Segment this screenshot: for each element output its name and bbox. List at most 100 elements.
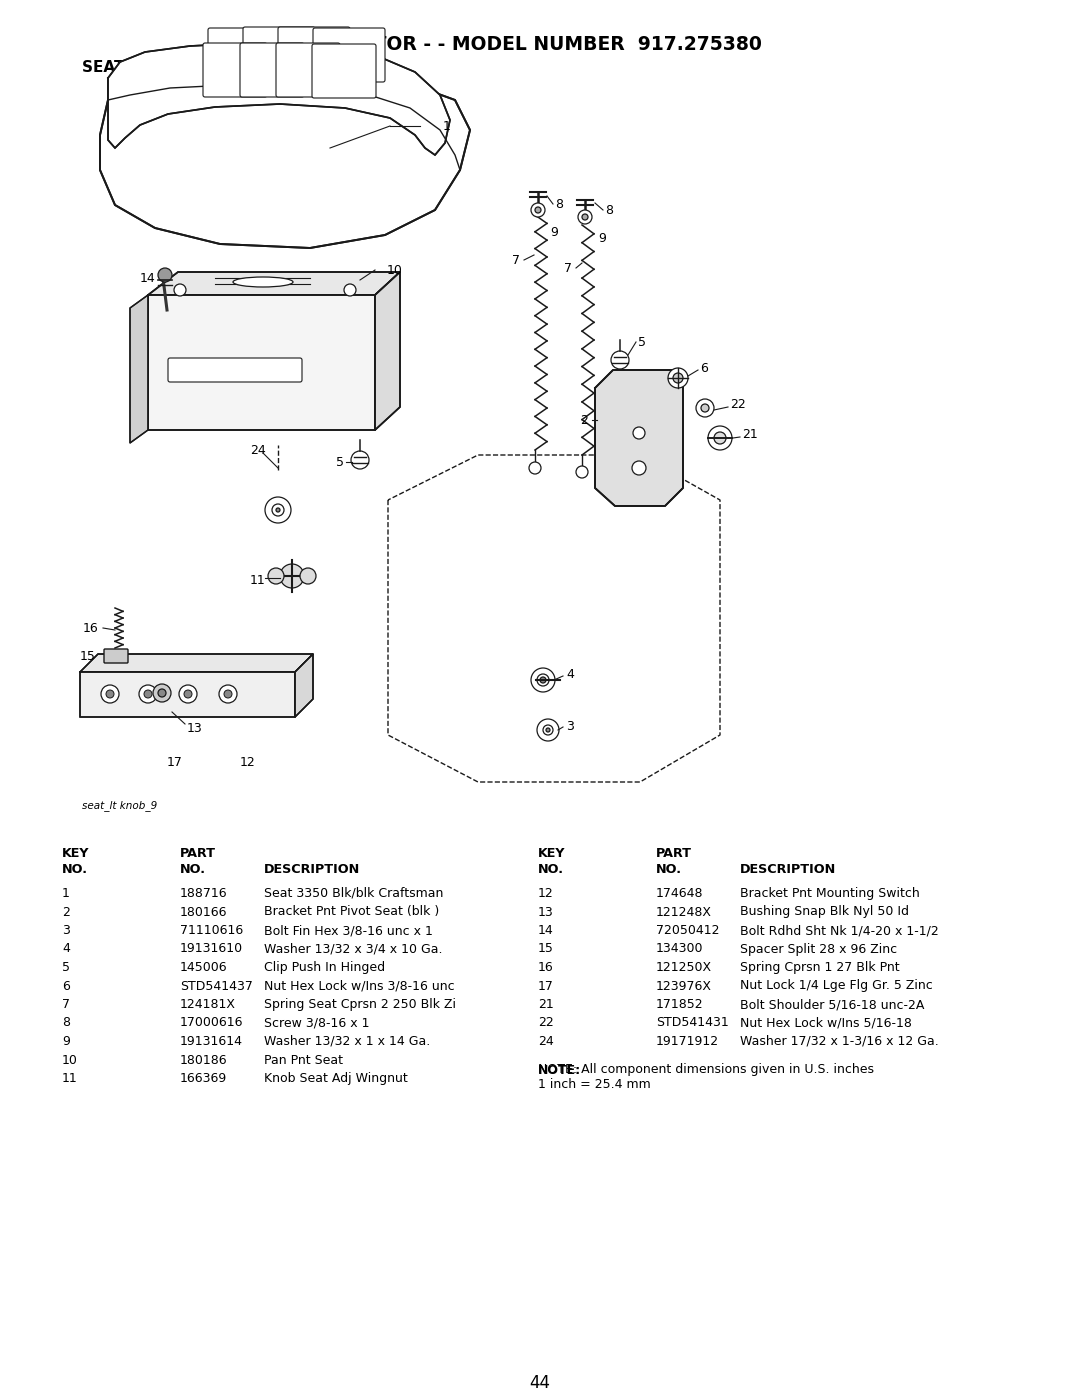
Text: Knob Seat Adj Wingnut: Knob Seat Adj Wingnut bbox=[264, 1071, 408, 1085]
Text: DESCRIPTION: DESCRIPTION bbox=[264, 863, 361, 876]
Circle shape bbox=[673, 373, 683, 383]
Text: 6: 6 bbox=[62, 979, 70, 992]
Text: 17000616: 17000616 bbox=[180, 1017, 243, 1030]
Circle shape bbox=[174, 284, 186, 296]
FancyBboxPatch shape bbox=[208, 28, 280, 82]
Ellipse shape bbox=[233, 277, 293, 286]
Text: Bolt Shoulder 5/16-18 unc-2A: Bolt Shoulder 5/16-18 unc-2A bbox=[740, 997, 924, 1011]
Text: Nut Hex Lock w/Ins 5/16-18: Nut Hex Lock w/Ins 5/16-18 bbox=[740, 1017, 912, 1030]
Text: seat_lt knob_9: seat_lt knob_9 bbox=[82, 800, 158, 810]
Circle shape bbox=[153, 685, 171, 703]
Text: 72050412: 72050412 bbox=[656, 923, 719, 937]
Text: PART: PART bbox=[656, 847, 692, 861]
Circle shape bbox=[632, 461, 646, 475]
Text: NO.: NO. bbox=[62, 863, 87, 876]
Text: 11: 11 bbox=[251, 574, 266, 587]
Text: 5: 5 bbox=[638, 335, 646, 348]
Text: KEY: KEY bbox=[538, 847, 566, 861]
Text: Spring Seat Cprsn 2 250 Blk Zi: Spring Seat Cprsn 2 250 Blk Zi bbox=[264, 997, 456, 1011]
Circle shape bbox=[537, 673, 549, 686]
Text: 134300: 134300 bbox=[656, 943, 703, 956]
FancyBboxPatch shape bbox=[278, 27, 350, 81]
Circle shape bbox=[106, 690, 114, 698]
Text: 174648: 174648 bbox=[656, 887, 703, 900]
Circle shape bbox=[611, 351, 629, 369]
Circle shape bbox=[537, 719, 559, 740]
Circle shape bbox=[272, 504, 284, 515]
Circle shape bbox=[158, 689, 166, 697]
Text: NO.: NO. bbox=[538, 863, 564, 876]
Text: NO.: NO. bbox=[656, 863, 681, 876]
Text: 15: 15 bbox=[538, 943, 554, 956]
Text: Washer 13/32 x 1 x 14 Ga.: Washer 13/32 x 1 x 14 Ga. bbox=[264, 1035, 430, 1048]
Text: 8: 8 bbox=[605, 204, 613, 217]
Text: Bolt Fin Hex 3/8-16 unc x 1: Bolt Fin Hex 3/8-16 unc x 1 bbox=[264, 923, 433, 937]
Text: 3: 3 bbox=[566, 719, 573, 732]
Text: NOTE:: NOTE: bbox=[538, 1063, 581, 1077]
Text: Clip Push In Hinged: Clip Push In Hinged bbox=[264, 961, 386, 974]
Text: Seat 3350 Blk/blk Craftsman: Seat 3350 Blk/blk Craftsman bbox=[264, 887, 444, 900]
Circle shape bbox=[714, 432, 726, 444]
Text: 188716: 188716 bbox=[180, 887, 228, 900]
Text: 121248X: 121248X bbox=[656, 905, 712, 918]
Circle shape bbox=[543, 725, 553, 735]
Text: 5: 5 bbox=[62, 961, 70, 974]
Text: Bushing Snap Blk Nyl 50 Id: Bushing Snap Blk Nyl 50 Id bbox=[740, 905, 909, 918]
Text: 1: 1 bbox=[443, 120, 451, 133]
Text: 180186: 180186 bbox=[180, 1053, 228, 1066]
FancyBboxPatch shape bbox=[313, 28, 384, 82]
Polygon shape bbox=[80, 672, 295, 717]
Polygon shape bbox=[595, 370, 683, 506]
Circle shape bbox=[268, 569, 284, 584]
Text: 7: 7 bbox=[62, 997, 70, 1011]
Text: 21: 21 bbox=[742, 429, 758, 441]
Text: 123976X: 123976X bbox=[656, 979, 712, 992]
Text: NOTE: All component dimensions given in U.S. inches: NOTE: All component dimensions given in … bbox=[538, 1063, 874, 1077]
FancyBboxPatch shape bbox=[203, 43, 267, 96]
FancyBboxPatch shape bbox=[104, 650, 129, 664]
Circle shape bbox=[265, 497, 291, 522]
Text: 11: 11 bbox=[62, 1071, 78, 1085]
Text: 124181X: 124181X bbox=[180, 997, 237, 1011]
Text: STD541431: STD541431 bbox=[656, 1017, 729, 1030]
Text: 10: 10 bbox=[62, 1053, 78, 1066]
Text: 2: 2 bbox=[62, 905, 70, 918]
Text: 1: 1 bbox=[62, 887, 70, 900]
Text: Nut Lock 1/4 Lge Flg Gr. 5 Zinc: Nut Lock 1/4 Lge Flg Gr. 5 Zinc bbox=[740, 979, 933, 992]
Text: Nut Hex Lock w/Ins 3/8-16 unc: Nut Hex Lock w/Ins 3/8-16 unc bbox=[264, 979, 455, 992]
FancyBboxPatch shape bbox=[276, 43, 340, 96]
Text: PART: PART bbox=[180, 847, 216, 861]
FancyBboxPatch shape bbox=[240, 43, 303, 96]
Polygon shape bbox=[100, 66, 470, 249]
Text: SEAT ASSEMBLY: SEAT ASSEMBLY bbox=[82, 60, 218, 75]
Circle shape bbox=[529, 462, 541, 474]
Text: 7: 7 bbox=[564, 261, 572, 274]
Text: 3: 3 bbox=[62, 923, 70, 937]
Circle shape bbox=[633, 427, 645, 439]
Text: 8: 8 bbox=[62, 1017, 70, 1030]
Polygon shape bbox=[148, 295, 375, 430]
Text: 9: 9 bbox=[598, 232, 606, 244]
Circle shape bbox=[219, 685, 237, 703]
Text: 19131614: 19131614 bbox=[180, 1035, 243, 1048]
Text: 24: 24 bbox=[251, 443, 266, 457]
Circle shape bbox=[345, 284, 356, 296]
Text: 17: 17 bbox=[167, 756, 183, 768]
Polygon shape bbox=[295, 654, 313, 717]
Text: 7: 7 bbox=[512, 253, 519, 267]
Text: Pan Pnt Seat: Pan Pnt Seat bbox=[264, 1053, 343, 1066]
Circle shape bbox=[531, 203, 545, 217]
Text: 9: 9 bbox=[62, 1035, 70, 1048]
Circle shape bbox=[139, 685, 157, 703]
Circle shape bbox=[576, 467, 588, 478]
Text: Washer 17/32 x 1-3/16 x 12 Ga.: Washer 17/32 x 1-3/16 x 12 Ga. bbox=[740, 1035, 939, 1048]
Text: Screw 3/8-16 x 1: Screw 3/8-16 x 1 bbox=[264, 1017, 369, 1030]
FancyBboxPatch shape bbox=[312, 43, 376, 98]
Text: TRACTOR - - MODEL NUMBER  917.275380: TRACTOR - - MODEL NUMBER 917.275380 bbox=[319, 35, 761, 54]
Circle shape bbox=[540, 678, 546, 683]
Circle shape bbox=[224, 690, 232, 698]
Circle shape bbox=[578, 210, 592, 224]
Circle shape bbox=[158, 268, 172, 282]
Circle shape bbox=[102, 685, 119, 703]
Text: 71110616: 71110616 bbox=[180, 923, 243, 937]
